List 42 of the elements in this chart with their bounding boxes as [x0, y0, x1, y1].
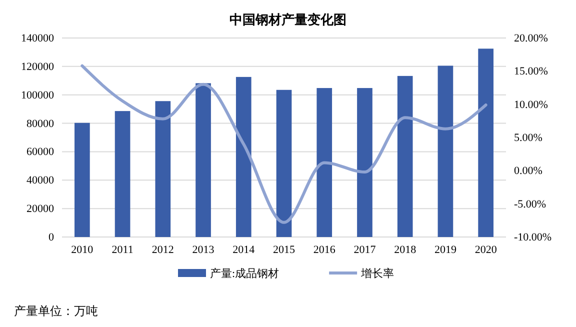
x-tick-label: 2012	[152, 244, 174, 256]
x-tick-label: 2020	[474, 244, 498, 256]
y2-tick-label: -5.00%	[514, 198, 546, 210]
bar	[438, 66, 454, 237]
y-tick-label: 60000	[26, 146, 54, 158]
y2-tick-label: 0.00%	[514, 165, 542, 178]
legend-label: 增长率	[360, 267, 394, 280]
bar	[357, 88, 372, 237]
x-tick-label: 2017	[354, 244, 376, 256]
chart-title: 中国钢材产量变化图	[230, 12, 346, 27]
y2-tick-label: 15.00%	[514, 66, 548, 78]
bar	[196, 83, 211, 237]
line-series	[80, 64, 488, 224]
bar	[276, 90, 292, 237]
x-tick-label: 2014	[232, 244, 256, 256]
y2-tick-label: 5.00%	[514, 132, 542, 144]
bar	[478, 48, 494, 237]
bar	[114, 111, 130, 237]
legend-label: 产量:成品钢材	[210, 267, 280, 280]
y2-tick-label: 20.00%	[514, 32, 548, 45]
x-tick-label: 2011	[112, 244, 134, 256]
y-tick-label: 140000	[21, 32, 54, 45]
y-tick-label: 20000	[26, 203, 54, 216]
bar	[316, 88, 332, 237]
bar	[397, 76, 413, 237]
x-tick-label: 2018	[394, 244, 417, 256]
y-tick-label: 120000	[21, 60, 54, 73]
y-tick-label: 40000	[26, 174, 54, 187]
y-tick-label: 0	[48, 232, 54, 244]
x-tick-label: 2019	[434, 244, 457, 256]
y-tick-label: 80000	[26, 118, 54, 130]
x-tick-label: 2010	[71, 244, 94, 256]
bar	[155, 101, 171, 237]
y-tick-label: 100000	[21, 89, 54, 102]
text: 产量单位：万吨	[14, 304, 98, 318]
bar	[74, 122, 90, 237]
y2-tick-label: 10.00%	[514, 98, 548, 111]
x-tick-label: 2015	[273, 244, 296, 256]
y2-tick-label: -10.00%	[514, 232, 552, 244]
bar	[236, 76, 252, 237]
x-tick-label: 2013	[192, 244, 215, 256]
x-tick-label: 2016	[313, 244, 336, 256]
